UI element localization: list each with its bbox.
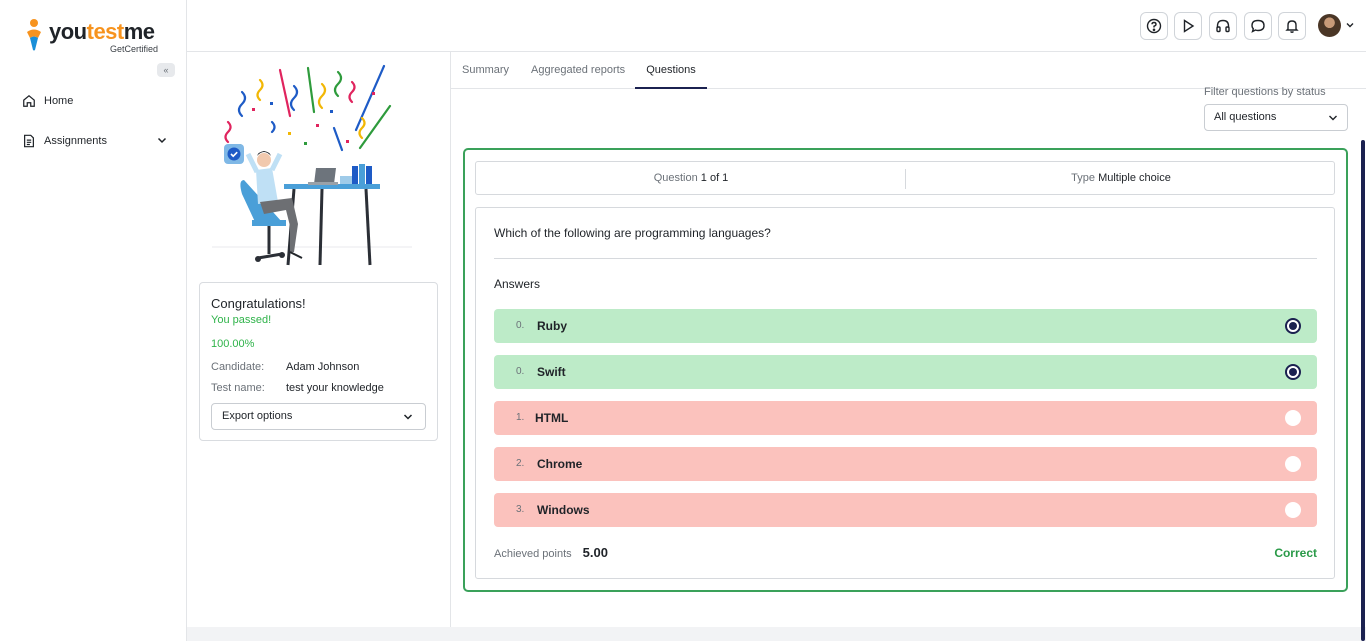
answer-option-html[interactable]: 1. HTML bbox=[494, 401, 1317, 435]
bottom-strip bbox=[187, 627, 1366, 641]
question-text: Which of the following are programming l… bbox=[494, 226, 771, 240]
collapse-sidebar-button[interactable]: « bbox=[157, 63, 175, 77]
sidebar-item-assignments[interactable]: Assignments bbox=[22, 131, 168, 151]
answer-radio[interactable] bbox=[1285, 502, 1301, 518]
test-name-row: Test name: test your knowledge bbox=[211, 382, 384, 394]
answer-number: 0. bbox=[516, 366, 525, 377]
answer-number: 2. bbox=[516, 458, 525, 469]
answer-number: 0. bbox=[516, 320, 525, 331]
logo-mark-icon bbox=[27, 19, 41, 51]
notifications-button[interactable] bbox=[1278, 12, 1306, 40]
headset-icon bbox=[1216, 19, 1230, 33]
bell-icon bbox=[1285, 20, 1299, 33]
user-avatar[interactable] bbox=[1318, 14, 1341, 37]
help-icon bbox=[1146, 18, 1162, 34]
support-button[interactable] bbox=[1209, 12, 1237, 40]
chat-button[interactable] bbox=[1244, 12, 1272, 40]
answer-option-windows[interactable]: 3. Windows bbox=[494, 493, 1317, 527]
achieved-points-value: 5.00 bbox=[582, 545, 608, 560]
answer-number: 3. bbox=[516, 504, 525, 515]
answer-option-chrome[interactable]: 2. Chrome bbox=[494, 447, 1317, 481]
chat-icon bbox=[1251, 19, 1265, 33]
question-meta: Question 1 of 1 Type Multiple choice bbox=[475, 161, 1335, 195]
sidebar-item-home[interactable]: Home bbox=[22, 91, 73, 111]
brand-tagline: GetCertified bbox=[110, 44, 159, 54]
answers-heading: Answers bbox=[494, 277, 541, 291]
export-options-dropdown[interactable]: Export options bbox=[211, 403, 426, 430]
test-name-value: test your knowledge bbox=[286, 382, 384, 394]
play-button[interactable] bbox=[1174, 12, 1202, 40]
question-body: Which of the following are programming l… bbox=[475, 207, 1335, 579]
question-counter: Question 1 of 1 bbox=[476, 162, 906, 194]
sidebar: youtestme GetCertified « Home Assignment… bbox=[0, 0, 187, 641]
document-icon bbox=[24, 134, 34, 148]
result-title: Congratulations! bbox=[211, 296, 306, 311]
question-counter-value: 1 of 1 bbox=[700, 172, 729, 184]
sidebar-item-label: Home bbox=[44, 95, 74, 107]
filter-status-select[interactable]: All questions bbox=[1204, 104, 1348, 131]
chevron-down-icon bbox=[403, 414, 413, 420]
answer-radio[interactable] bbox=[1285, 456, 1301, 472]
meta-divider bbox=[905, 169, 906, 189]
test-name-label: Test name: bbox=[211, 382, 265, 394]
tab-summary[interactable]: Summary bbox=[462, 64, 510, 76]
help-button[interactable] bbox=[1140, 12, 1168, 40]
achieved-points-label: Achieved points bbox=[494, 548, 572, 560]
candidate-row: Candidate: Adam Johnson bbox=[211, 361, 359, 373]
question-divider bbox=[494, 258, 1317, 259]
candidate-value: Adam Johnson bbox=[286, 361, 360, 373]
chevron-down-icon[interactable] bbox=[1345, 20, 1355, 30]
panel-divider bbox=[450, 52, 451, 628]
answer-label: Ruby bbox=[537, 319, 567, 333]
tab-questions[interactable]: Questions bbox=[635, 52, 707, 89]
question-counter-label: Question bbox=[653, 172, 698, 184]
export-options-label: Export options bbox=[222, 410, 293, 422]
play-icon bbox=[1183, 19, 1195, 33]
question-type-value: Multiple choice bbox=[1098, 172, 1171, 184]
top-bar bbox=[187, 0, 1366, 52]
brand-name: youtestme bbox=[49, 19, 155, 44]
answer-option-ruby[interactable]: 0. Ruby bbox=[494, 309, 1317, 343]
chevron-down-icon bbox=[1329, 115, 1337, 121]
result-card: Congratulations! You passed! 100.00% Can… bbox=[199, 282, 438, 441]
brand-logo[interactable]: youtestme GetCertified bbox=[24, 16, 164, 56]
filter-label: Filter questions by status bbox=[1204, 86, 1326, 98]
celebration-illustration bbox=[212, 64, 412, 266]
sidebar-item-label: Assignments bbox=[44, 135, 107, 147]
answer-label: HTML bbox=[535, 411, 569, 425]
question-type-label: Type bbox=[1071, 172, 1096, 184]
scrollbar-thumb[interactable] bbox=[1361, 140, 1365, 641]
answer-radio-selected[interactable] bbox=[1285, 318, 1301, 334]
home-icon bbox=[23, 94, 35, 107]
result-status: You passed! bbox=[211, 314, 272, 326]
chevron-down-icon[interactable] bbox=[156, 134, 168, 146]
report-tabs: Summary Aggregated reports Questions bbox=[451, 52, 1366, 89]
question-type: Type Multiple choice bbox=[906, 162, 1336, 194]
answer-radio-selected[interactable] bbox=[1285, 364, 1301, 380]
answer-label: Chrome bbox=[537, 457, 583, 471]
result-score: 100.00% bbox=[211, 338, 255, 350]
answer-number: 1. bbox=[516, 412, 525, 423]
candidate-label: Candidate: bbox=[211, 361, 265, 373]
answer-option-swift[interactable]: 0. Swift bbox=[494, 355, 1317, 389]
question-verdict: Correct bbox=[1274, 546, 1317, 560]
filter-status-value: All questions bbox=[1214, 111, 1277, 123]
answer-radio[interactable] bbox=[1285, 410, 1301, 426]
answer-label: Windows bbox=[537, 503, 590, 517]
tab-aggregated-reports[interactable]: Aggregated reports bbox=[531, 64, 626, 76]
achieved-points: Achieved points 5.00 bbox=[494, 545, 608, 560]
answer-label: Swift bbox=[537, 365, 566, 379]
